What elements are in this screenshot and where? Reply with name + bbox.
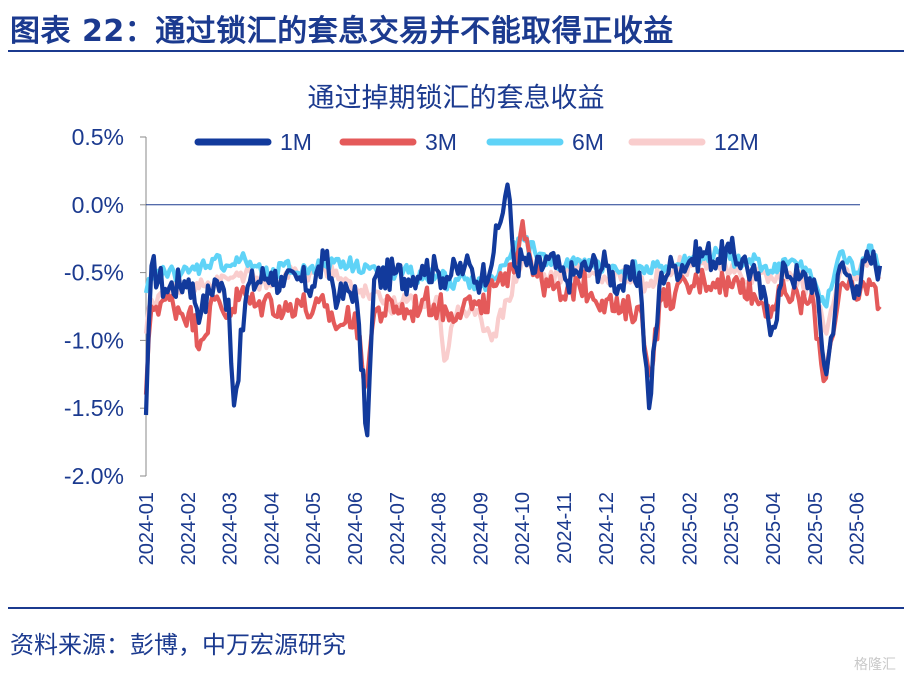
x-tick-label: 2025-06 [847, 492, 869, 565]
x-tick-label: 2024-12 [596, 492, 618, 565]
x-tick-label: 2024-09 [470, 492, 492, 565]
y-tick-label: 0.5% [72, 124, 124, 150]
x-tick-label: 2024-11 [554, 492, 576, 564]
series-line-1M [143, 182, 883, 438]
x-tick-label: 2024-07 [387, 492, 409, 565]
chart-title: 通过掉期锁汇的套息收益 [308, 83, 605, 113]
source-note: 资料来源：彭博，中万宏源研究 [10, 631, 346, 659]
x-tick-label: 2025-01 [638, 492, 660, 565]
x-tick-label: 2025-02 [679, 492, 701, 565]
x-tick-label: 2024-08 [429, 492, 451, 565]
x-tick-label: 2024-10 [512, 492, 534, 565]
watermark: 格隆汇 [854, 657, 896, 673]
x-tick-label: 2024-06 [345, 492, 367, 565]
legend-label-12M: 12M [714, 129, 759, 155]
x-tick-label: 2024-01 [136, 492, 158, 565]
x-tick-label: 2024-02 [178, 492, 200, 565]
x-tick-label: 2024-04 [261, 492, 283, 565]
title-rule [8, 50, 904, 52]
y-tick-label: -1.0% [64, 327, 124, 353]
y-tick-label: -0.5% [64, 260, 124, 286]
chart: 通过掉期锁汇的套息收益 0.5% 0.0% -0.5% -1.0% -1.5% -2.0% 2… [64, 83, 883, 565]
y-tick-label: 0.0% [72, 192, 124, 218]
source-rule [8, 607, 904, 609]
x-tick-label: 2024-05 [303, 492, 325, 565]
legend-label-3M: 3M [425, 129, 457, 155]
series-line-3M [143, 219, 882, 395]
legend-label-6M: 6M [572, 129, 604, 155]
x-tick-label: 2025-03 [721, 492, 743, 565]
y-tick-label: -1.5% [64, 395, 124, 421]
x-tick-label: 2025-05 [805, 492, 827, 565]
legend-label-1M: 1M [280, 129, 312, 155]
figure-title: 图表 22：通过锁汇的套息交易并不能取得正收益 [10, 14, 674, 49]
x-tick-label: 2024-03 [220, 492, 242, 565]
y-tick-label: -2.0% [64, 463, 124, 489]
x-tick-label: 2025-04 [763, 492, 785, 565]
